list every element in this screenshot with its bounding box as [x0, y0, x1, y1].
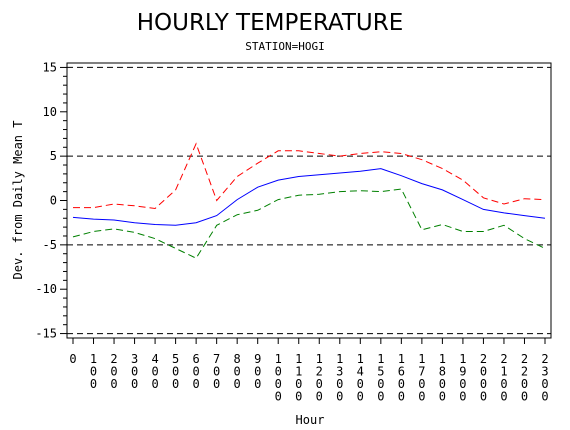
reference-lines [67, 66, 551, 335]
y-tick-label: 0 [50, 194, 57, 208]
y-tick-label: 15 [43, 60, 57, 74]
y-tick-label: -10 [35, 282, 57, 296]
series-line-3 [72, 188, 546, 259]
plot-frame [66, 62, 552, 339]
chart-subtitle: STATION=HOGI [245, 40, 324, 53]
y-axis-label: Dev. from Daily Mean T [11, 121, 25, 280]
y-tick-label: 5 [50, 149, 57, 163]
chart-title: HOURLY TEMPERATURE [137, 10, 404, 36]
x-axis-label: Hour [296, 413, 325, 427]
series-line-2 [72, 168, 546, 226]
x-axis: 0 1 0 0 2 0 0 3 0 0 4 0 0 5 0 0 6 0 0 7 0 0 8 0 0 9 0 0 1 0 0 0 1 1 0 0 1 2 0 0… [69, 338, 549, 404]
y-tick-label: -5 [43, 238, 57, 252]
series-group [72, 142, 546, 259]
y-axis: -15 -10 -5 0 5 10 15 [35, 60, 67, 341]
x-tick-label: 0 [69, 352, 76, 366]
y-tick-label: -15 [35, 327, 57, 341]
series-line-1 [73, 142, 546, 210]
y-tick-label: 10 [43, 105, 57, 119]
